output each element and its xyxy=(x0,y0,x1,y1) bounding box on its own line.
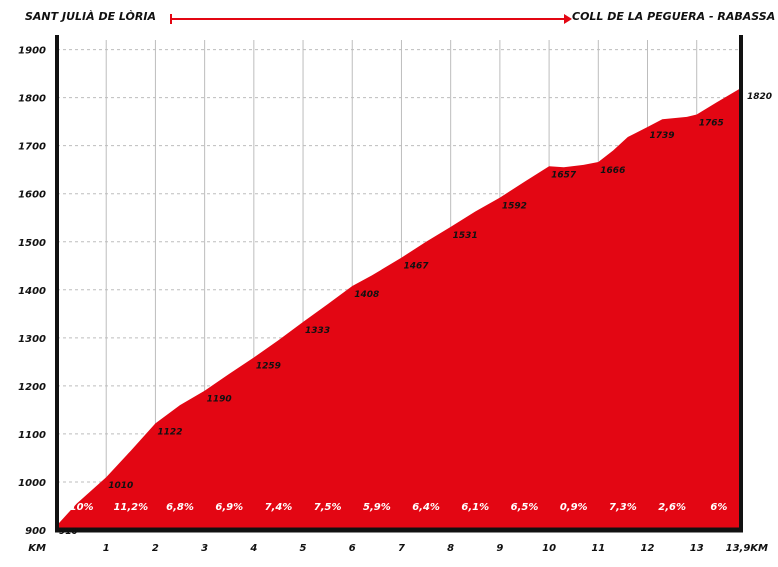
y-tick-label-1300: 1300 xyxy=(18,334,46,345)
x-tick-label-12: 12 xyxy=(641,543,655,554)
x-tick-label-3: 3 xyxy=(201,543,208,554)
elevation-label-km-9: 1592 xyxy=(502,202,527,212)
elevation-label-km-5: 1333 xyxy=(305,326,330,336)
route-end-label: COLL DE LA PEGUERA - RABASSA xyxy=(572,10,776,23)
y-tick-label-1900: 1900 xyxy=(18,46,46,57)
x-tick-label-10: 10 xyxy=(542,543,556,554)
y-tick-label-1600: 1600 xyxy=(18,190,46,201)
gradient-label-segment-12: 7,3% xyxy=(609,502,637,513)
x-tick-label-11: 11 xyxy=(591,543,605,554)
axis-layer xyxy=(55,35,743,533)
elevation-label-km-7: 1467 xyxy=(403,262,429,272)
route-arrow-line xyxy=(172,18,568,20)
gradient-label-segment-9: 6,1% xyxy=(461,502,489,513)
elevation-label-km-4: 1259 xyxy=(256,362,281,372)
area-layer xyxy=(57,88,741,530)
gradient-label-segment-13: 2,6% xyxy=(658,502,686,513)
route-start-label: SANT JULIÀ DE LÒRIA xyxy=(25,10,156,23)
elevation-label-km-2: 1122 xyxy=(157,427,182,437)
gradient-label-segment-11: 0,9% xyxy=(560,502,588,513)
elevation-label-km-10: 1657 xyxy=(551,170,577,180)
x-tick-label-13: 13 xyxy=(690,543,704,554)
elevation-label-km-0: 910 xyxy=(59,527,78,537)
x-tick-label-6: 6 xyxy=(349,543,356,554)
y-tick-label-900: 900 xyxy=(25,526,46,537)
elevation-label-km-1: 1010 xyxy=(108,481,133,491)
x-tick-label-5: 5 xyxy=(300,543,307,554)
gradient-label-segment-3: 6,8% xyxy=(166,502,194,513)
gradient-label-segment-1: 10% xyxy=(70,502,94,513)
y-tick-label-1400: 1400 xyxy=(18,286,46,297)
gradient-label-segment-5: 7,4% xyxy=(265,502,293,513)
gradient-label-segment-7: 5,9% xyxy=(363,502,391,513)
elevation-label-km-8: 1531 xyxy=(453,231,478,241)
gradient-label-segment-2: 11,2% xyxy=(113,502,148,513)
elevation-label-km-6: 1408 xyxy=(354,290,379,300)
x-tick-label-2: 2 xyxy=(152,543,159,554)
x-tick-label-14: 13,9KM xyxy=(726,543,768,554)
y-tick-label-1200: 1200 xyxy=(18,382,46,393)
gradient-label-segment-4: 6,9% xyxy=(215,502,243,513)
elevation-label-km-12: 1739 xyxy=(650,131,675,141)
gradient-label-segment-10: 6,5% xyxy=(511,502,539,513)
gradient-label-segment-14: 6% xyxy=(710,502,727,513)
label-layer: 900 1000 1100 1200 1300 1400 1500 1600 1700 1800 1… xyxy=(18,46,772,554)
gradient-label-segment-8: 6,4% xyxy=(412,502,440,513)
elevation-area xyxy=(57,88,741,530)
elevation-label-km-13.9: 1820 xyxy=(747,92,772,102)
elevation-label-km-3: 1190 xyxy=(207,395,232,405)
elevation-label-km-11: 1666 xyxy=(600,166,625,176)
y-tick-label-1500: 1500 xyxy=(18,238,46,249)
route-arrow-head-icon xyxy=(564,14,572,24)
gradient-label-segment-6: 7,5% xyxy=(314,502,342,513)
route-arrow-tail xyxy=(170,14,172,24)
x-tick-label-0: KM xyxy=(28,543,46,554)
x-tick-label-1: 1 xyxy=(103,543,110,554)
y-tick-label-1700: 1700 xyxy=(18,142,46,153)
elevation-label-km-13: 1765 xyxy=(699,118,724,128)
x-tick-label-7: 7 xyxy=(398,543,405,554)
x-tick-label-9: 9 xyxy=(496,543,503,554)
y-tick-label-1100: 1100 xyxy=(18,430,46,441)
x-tick-label-8: 8 xyxy=(447,543,454,554)
y-tick-label-1000: 1000 xyxy=(18,478,46,489)
x-tick-label-4: 4 xyxy=(249,543,257,554)
y-tick-label-1800: 1800 xyxy=(18,94,46,105)
